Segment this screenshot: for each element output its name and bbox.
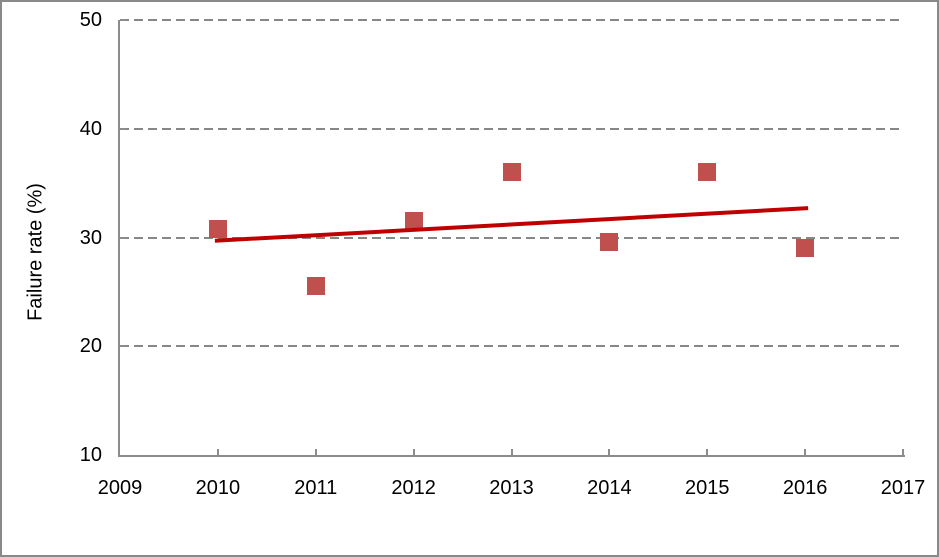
x-tick-mark-2011 [314, 449, 317, 455]
plot-area [120, 20, 903, 455]
x-tick-label-2017: 2017 [880, 477, 926, 499]
x-tick-mark-2015 [706, 449, 709, 455]
x-tick-label-2009: 2009 [97, 477, 143, 499]
x-tick-label-2010: 2010 [195, 477, 241, 499]
data-point-2014 [600, 232, 619, 251]
y-tick-mark-30 [120, 236, 126, 239]
data-point-2012 [404, 212, 423, 231]
y-axis-title: Failure rate (%) [24, 183, 47, 321]
data-point-2016 [796, 239, 815, 258]
y-tick-label-10: 10 [79, 444, 102, 466]
x-tick-mark-2012 [412, 449, 415, 455]
data-point-2011 [306, 277, 325, 296]
data-point-2015 [698, 163, 717, 182]
horizontal-gridline-50 [120, 19, 903, 21]
y-tick-label-50: 50 [79, 9, 102, 31]
y-tick-label-40: 40 [79, 117, 102, 140]
horizontal-gridline-40 [120, 127, 903, 130]
y-tick-mark-20 [120, 345, 126, 348]
x-tick-label-2016: 2016 [782, 477, 828, 499]
y-tick-label-30: 30 [79, 226, 102, 249]
y-axis-line [118, 20, 120, 457]
data-point-2010 [208, 219, 227, 238]
y-tick-mark-50 [120, 19, 126, 21]
x-tick-label-2012: 2012 [391, 477, 436, 499]
y-tick-mark-40 [120, 127, 126, 130]
x-tick-mark-2017 [902, 449, 904, 455]
x-tick-mark-2013 [510, 449, 513, 455]
x-tick-mark-2014 [608, 449, 611, 455]
x-tick-label-2014: 2014 [587, 477, 632, 499]
data-point-2013 [502, 163, 521, 182]
trendline-layer [214, 206, 809, 243]
horizontal-gridline-20 [120, 345, 903, 348]
y-tick-label-20: 20 [79, 335, 102, 358]
x-tick-label-2013: 2013 [489, 477, 534, 499]
x-tick-label-2015: 2015 [685, 477, 730, 499]
x-tick-mark-2016 [804, 449, 807, 455]
x-axis-line [118, 455, 905, 457]
x-tick-label-2011: 2011 [294, 477, 338, 499]
x-tick-mark-2010 [216, 449, 219, 455]
horizontal-gridline-30 [120, 236, 903, 239]
trendline [214, 206, 809, 243]
